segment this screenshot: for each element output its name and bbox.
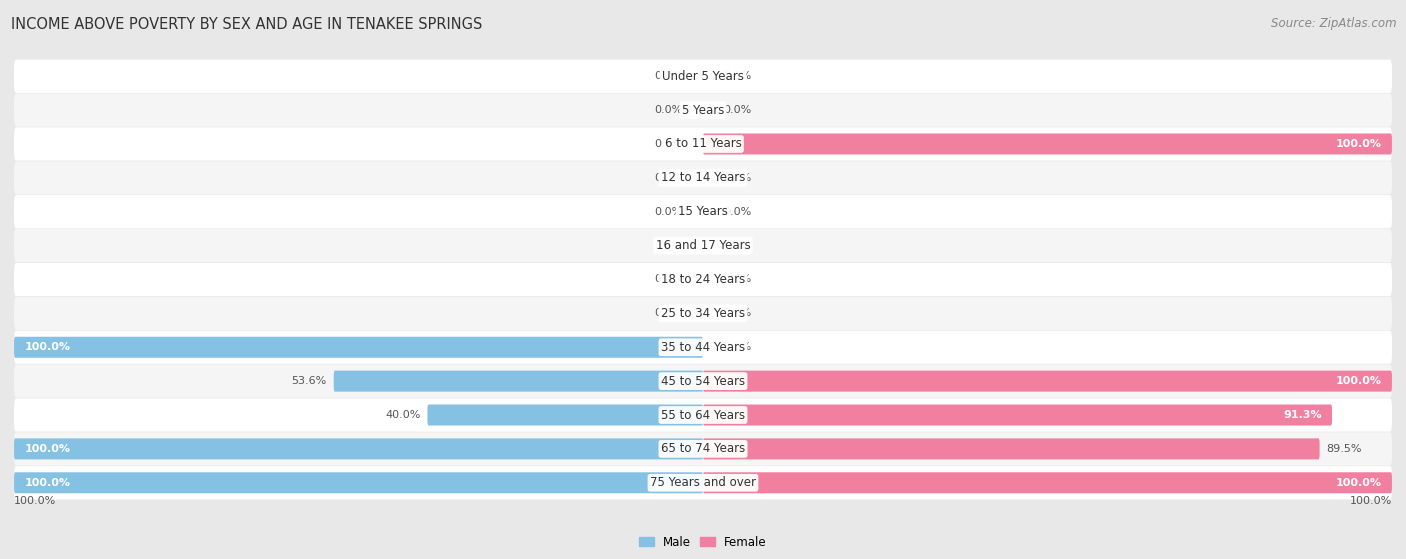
Text: 100.0%: 100.0% xyxy=(14,496,56,506)
Text: 0.0%: 0.0% xyxy=(654,105,682,115)
Text: 45 to 54 Years: 45 to 54 Years xyxy=(661,375,745,387)
FancyBboxPatch shape xyxy=(703,371,1392,392)
Text: 100.0%: 100.0% xyxy=(1336,478,1382,488)
Text: 0.0%: 0.0% xyxy=(654,207,682,217)
Text: 0.0%: 0.0% xyxy=(724,71,752,81)
Text: INCOME ABOVE POVERTY BY SEX AND AGE IN TENAKEE SPRINGS: INCOME ABOVE POVERTY BY SEX AND AGE IN T… xyxy=(11,17,482,32)
Text: 0.0%: 0.0% xyxy=(654,173,682,183)
Text: 0.0%: 0.0% xyxy=(654,71,682,81)
Text: 100.0%: 100.0% xyxy=(1336,139,1382,149)
FancyBboxPatch shape xyxy=(14,93,1392,127)
FancyBboxPatch shape xyxy=(333,371,703,392)
Text: 100.0%: 100.0% xyxy=(24,444,70,454)
FancyBboxPatch shape xyxy=(14,472,703,493)
FancyBboxPatch shape xyxy=(14,195,1392,228)
Legend: Male, Female: Male, Female xyxy=(640,536,766,548)
Text: 100.0%: 100.0% xyxy=(1336,376,1382,386)
Text: 6 to 11 Years: 6 to 11 Years xyxy=(665,138,741,150)
FancyBboxPatch shape xyxy=(14,331,1392,364)
FancyBboxPatch shape xyxy=(14,263,1392,296)
FancyBboxPatch shape xyxy=(703,134,1392,154)
FancyBboxPatch shape xyxy=(703,405,1331,425)
Text: 0.0%: 0.0% xyxy=(724,274,752,285)
Text: 40.0%: 40.0% xyxy=(385,410,420,420)
Text: 16 and 17 Years: 16 and 17 Years xyxy=(655,239,751,252)
Text: 100.0%: 100.0% xyxy=(24,478,70,488)
Text: 53.6%: 53.6% xyxy=(291,376,326,386)
FancyBboxPatch shape xyxy=(14,438,703,459)
Text: 0.0%: 0.0% xyxy=(654,240,682,250)
FancyBboxPatch shape xyxy=(703,438,1320,459)
Text: 0.0%: 0.0% xyxy=(654,274,682,285)
FancyBboxPatch shape xyxy=(14,229,1392,262)
FancyBboxPatch shape xyxy=(14,127,1392,160)
FancyBboxPatch shape xyxy=(14,60,1392,93)
Text: 91.3%: 91.3% xyxy=(1284,410,1322,420)
Text: 25 to 34 Years: 25 to 34 Years xyxy=(661,307,745,320)
Text: 0.0%: 0.0% xyxy=(724,342,752,352)
FancyBboxPatch shape xyxy=(703,472,1392,493)
Text: 89.5%: 89.5% xyxy=(1326,444,1362,454)
FancyBboxPatch shape xyxy=(14,432,1392,466)
FancyBboxPatch shape xyxy=(14,297,1392,330)
Text: 0.0%: 0.0% xyxy=(724,105,752,115)
Text: 55 to 64 Years: 55 to 64 Years xyxy=(661,409,745,421)
FancyBboxPatch shape xyxy=(14,364,1392,398)
FancyBboxPatch shape xyxy=(14,399,1392,432)
Text: 0.0%: 0.0% xyxy=(724,309,752,319)
Text: 5 Years: 5 Years xyxy=(682,103,724,117)
Text: 35 to 44 Years: 35 to 44 Years xyxy=(661,341,745,354)
Text: 12 to 14 Years: 12 to 14 Years xyxy=(661,172,745,184)
Text: 100.0%: 100.0% xyxy=(1350,496,1392,506)
Text: Under 5 Years: Under 5 Years xyxy=(662,70,744,83)
Text: 0.0%: 0.0% xyxy=(724,240,752,250)
FancyBboxPatch shape xyxy=(14,161,1392,195)
Text: Source: ZipAtlas.com: Source: ZipAtlas.com xyxy=(1271,17,1396,30)
Text: 18 to 24 Years: 18 to 24 Years xyxy=(661,273,745,286)
Text: 75 Years and over: 75 Years and over xyxy=(650,476,756,489)
Text: 0.0%: 0.0% xyxy=(724,207,752,217)
Text: 0.0%: 0.0% xyxy=(654,309,682,319)
FancyBboxPatch shape xyxy=(427,405,703,425)
Text: 15 Years: 15 Years xyxy=(678,205,728,218)
Text: 65 to 74 Years: 65 to 74 Years xyxy=(661,442,745,456)
Text: 0.0%: 0.0% xyxy=(654,139,682,149)
FancyBboxPatch shape xyxy=(14,466,1392,499)
FancyBboxPatch shape xyxy=(14,337,703,358)
Text: 100.0%: 100.0% xyxy=(24,342,70,352)
Text: 0.0%: 0.0% xyxy=(724,173,752,183)
